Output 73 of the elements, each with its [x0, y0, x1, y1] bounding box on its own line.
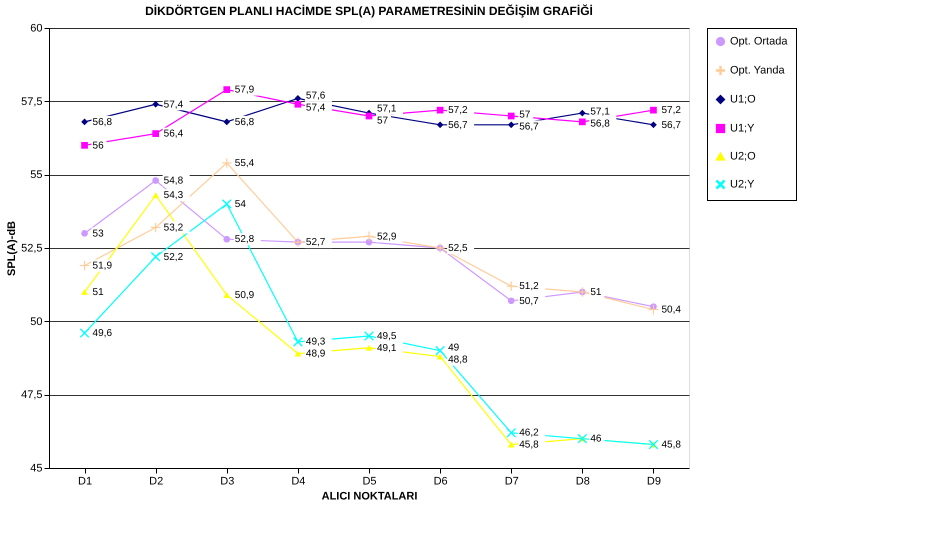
data-label: 56,8	[234, 116, 255, 128]
data-label: 56,8	[590, 118, 610, 130]
x-tick-label: D6	[434, 476, 448, 488]
y-tick-label: 45	[30, 462, 42, 474]
data-label: 49,5	[377, 330, 397, 342]
data-label: 57,4	[306, 102, 326, 114]
data-label: 45,8	[519, 440, 540, 451]
data-label: 50,7	[519, 296, 540, 307]
data-label: 56,7	[519, 121, 540, 132]
x-tick-label: D1	[78, 476, 92, 488]
data-label: 55,4	[234, 158, 255, 169]
data-label: 57,2	[661, 105, 682, 116]
data-label: 57,1	[590, 106, 610, 118]
data-label: 52,8	[234, 234, 255, 246]
data-label: 50,9	[234, 290, 255, 301]
data-label: 49,3	[306, 336, 326, 348]
data-label: 52,9	[377, 231, 397, 242]
x-tick-label: D2	[149, 476, 164, 488]
data-label: 49,1	[377, 342, 397, 354]
data-label: 51	[92, 287, 104, 298]
x-tick-label: D9	[646, 476, 661, 488]
data-label: 45,8	[661, 440, 682, 451]
data-label: 48,9	[306, 348, 326, 360]
data-label: 52,7	[306, 237, 326, 248]
chart-title: DİKDÖRTGEN PLANLI HACİMDE SPL(A) PARAMETRESİNİN DEĞİŞİM GRAFİĞİ	[145, 4, 593, 18]
y-tick-label: 52,5	[21, 242, 42, 254]
point	[364, 232, 374, 242]
legend-label: Opt. Ortada	[730, 36, 788, 48]
data-label: 56,7	[661, 120, 682, 131]
data-label: 57	[377, 116, 389, 127]
data-label: 46	[590, 434, 602, 445]
x-axis-title: ALICI NOKTALARI	[322, 490, 418, 502]
data-label: 49,6	[92, 328, 112, 340]
data-label: 50,4	[661, 304, 682, 316]
data-label: 57,9	[234, 84, 255, 96]
data-label: 56	[92, 140, 104, 152]
data-label: 51,2	[519, 281, 540, 292]
data-label: 52,2	[164, 252, 184, 263]
y-tick-label: 60	[30, 22, 42, 34]
legend-label: U2;Y	[730, 178, 756, 190]
data-label: 57,1	[377, 104, 397, 115]
x-tick-label: D8	[576, 476, 590, 488]
legend-label: U1;Y	[730, 122, 756, 134]
data-label: 49	[448, 342, 460, 354]
y-tick-label: 47,5	[21, 389, 42, 402]
data-label: 57,4	[164, 99, 184, 110]
x-tick-label: D7	[504, 476, 519, 488]
data-label: 53,2	[164, 222, 184, 234]
data-label: 54,8	[164, 176, 184, 187]
data-label: 48,8	[448, 354, 468, 366]
data-label: 56,7	[448, 120, 468, 131]
x-tick-label: D3	[220, 476, 234, 488]
data-label: 46,2	[519, 428, 540, 439]
data-label: 53	[92, 228, 104, 240]
y-axis-title: SPL(A)-dB	[6, 220, 18, 276]
data-label: 54,3	[164, 190, 184, 202]
data-label: 54	[234, 199, 246, 210]
data-label: 52,5	[448, 243, 468, 254]
y-tick-label: 55	[30, 169, 42, 182]
data-label: 56,4	[164, 128, 184, 140]
data-label: 56,8	[92, 116, 112, 128]
x-tick-label: D5	[362, 476, 377, 488]
y-tick-label: 57,5	[21, 96, 42, 108]
data-label: 57	[519, 109, 531, 120]
data-label: 57,6	[306, 90, 326, 102]
x-tick-label: D4	[291, 476, 306, 488]
legend-label: U1;O	[730, 94, 756, 106]
y-tick-label: 50	[30, 316, 42, 328]
data-label: 51,9	[92, 260, 112, 272]
data-label: 57,2	[448, 105, 468, 116]
data-label: 51	[590, 287, 602, 298]
legend-label: U2;O	[730, 150, 756, 162]
legend-label: Opt. Yanda	[730, 64, 786, 76]
